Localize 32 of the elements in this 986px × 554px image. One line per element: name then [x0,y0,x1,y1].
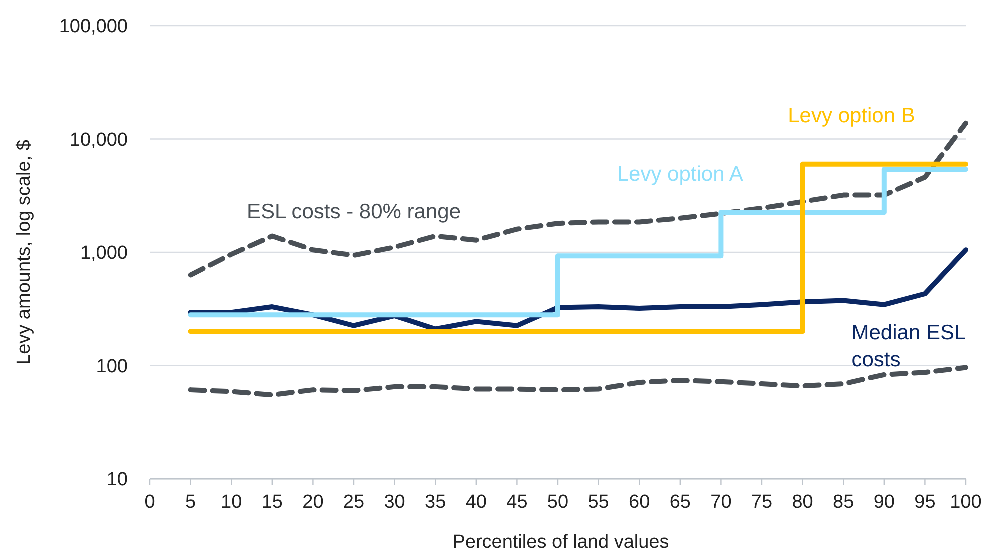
x-tick-label: 50 [547,492,569,513]
y-tick-label: 10 [106,470,128,491]
x-tick-label: 90 [874,492,895,513]
y-tick-label: 10,000 [70,130,128,151]
x-tick-label: 100 [950,492,982,513]
x-tick-label: 85 [833,492,854,513]
x-tick-label: 40 [466,492,487,513]
y-axis-title: Levy amounts, log scale, $ [14,140,35,365]
x-tick-label: 25 [343,492,365,513]
x-tick-label: 5 [186,492,196,513]
y-tick-label: 100 [96,356,128,378]
x-tick-label: 65 [670,492,691,513]
series-label: ESL costs - 80% range [247,200,461,224]
x-tick-label: 70 [710,492,732,513]
x-tick-label: 95 [914,492,936,513]
series-label: Median ESL costs [852,322,966,372]
y-tick-label: 1,000 [80,243,128,264]
x-tick-label: 20 [302,492,324,513]
x-tick-label: 55 [588,492,610,513]
x-tick-label: 30 [384,492,406,513]
series-label: Levy option A [617,162,744,186]
x-tick-label: 80 [792,492,814,513]
x-tick-label: 10 [221,492,242,513]
x-tick-label: 75 [751,492,773,513]
series-label: Levy option B [788,104,916,128]
x-tick-label: 45 [506,492,528,513]
x-axis-title: Percentiles of land values [452,532,670,553]
x-tick-label: 60 [629,492,650,513]
x-tick-label: 15 [262,492,283,513]
y-tick-label: 100,000 [59,16,128,38]
x-tick-label: 35 [425,492,446,513]
x-tick-label: 0 [144,492,156,513]
